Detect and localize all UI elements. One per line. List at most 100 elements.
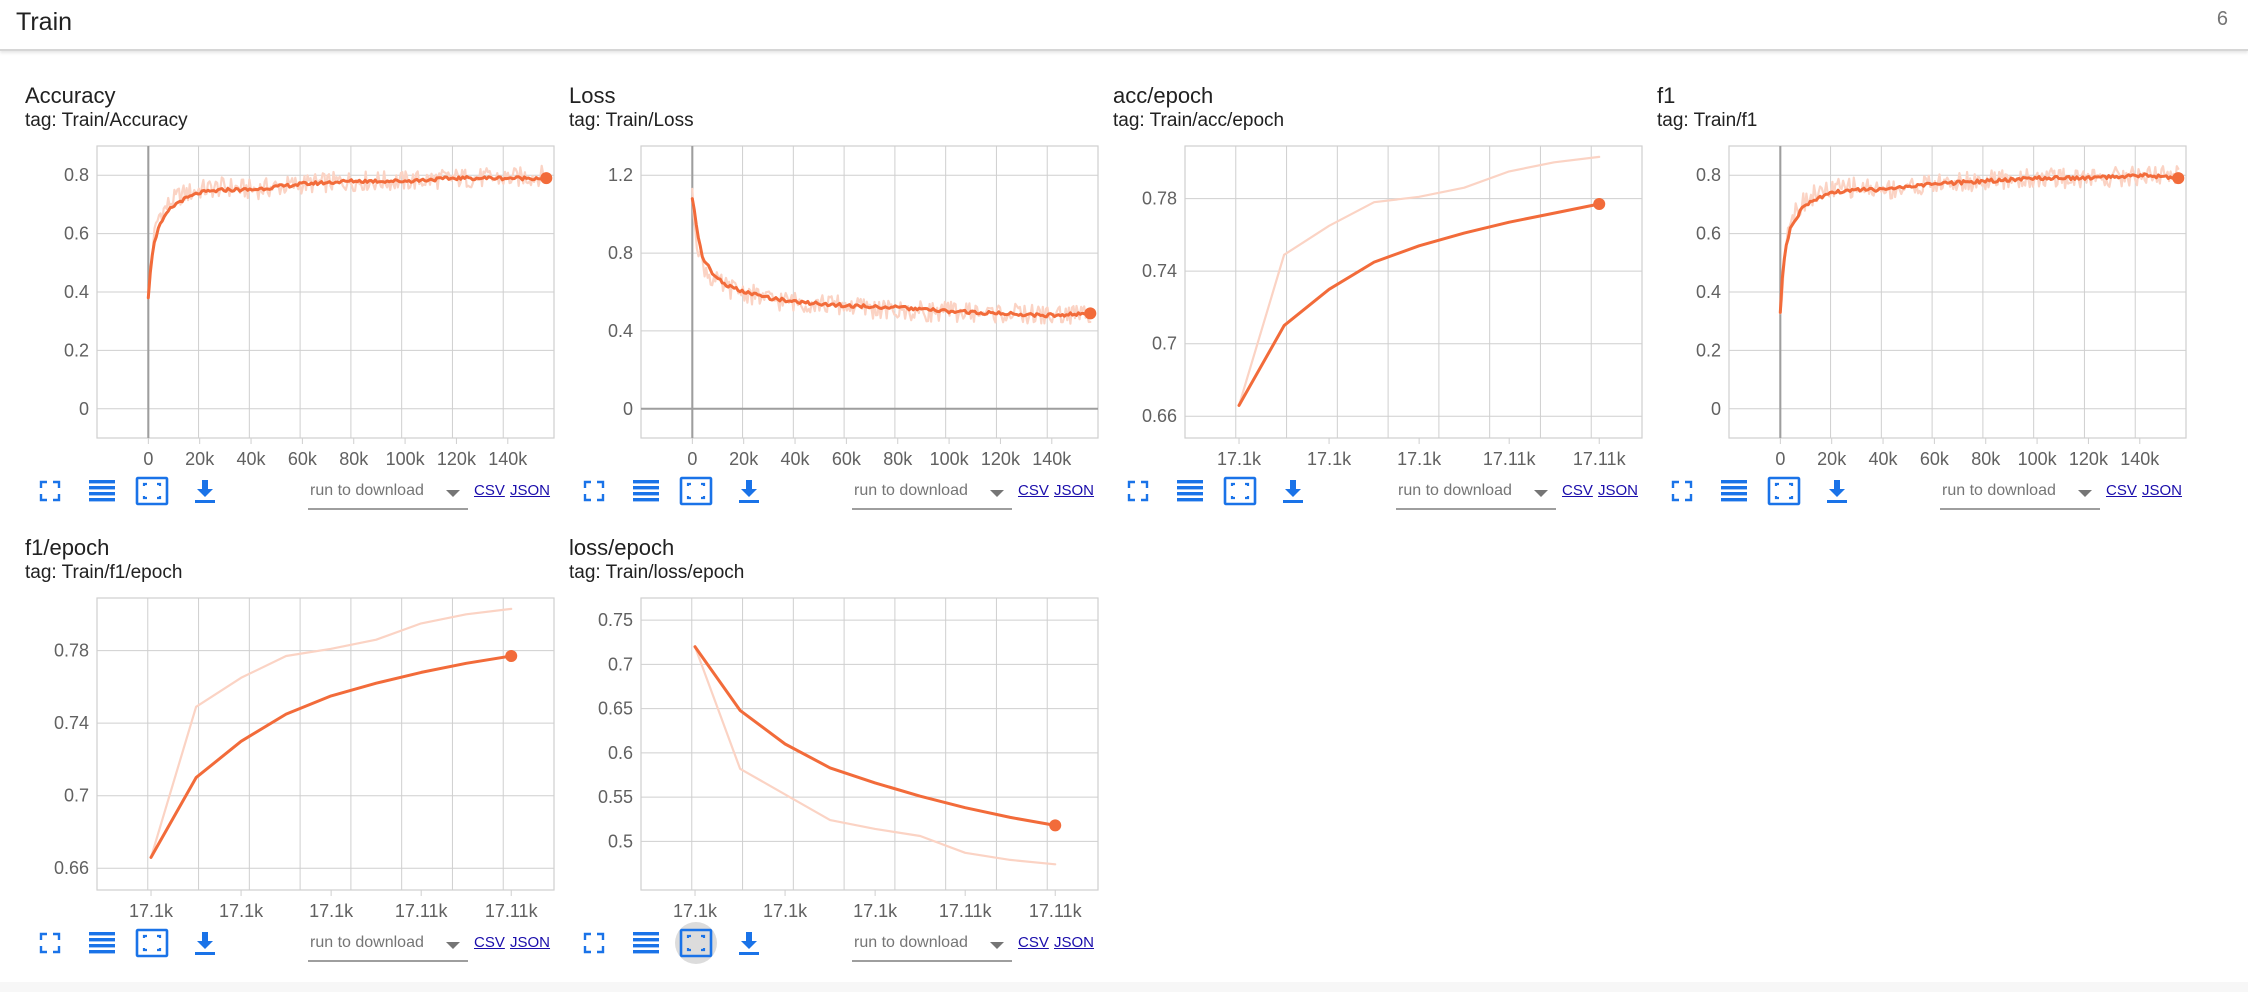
x-tick-label: 120k bbox=[437, 449, 477, 469]
y-tick-label: 0.74 bbox=[54, 713, 89, 733]
fit-domain-button[interactable] bbox=[131, 922, 173, 964]
run-to-download-select[interactable]: run to download bbox=[308, 478, 468, 510]
log-scale-button[interactable] bbox=[1713, 470, 1755, 512]
chart-grid bbox=[96, 597, 555, 896]
chart-title: loss/epoch bbox=[569, 535, 675, 560]
download-button[interactable] bbox=[728, 470, 770, 512]
run-to-download-select[interactable]: run to download bbox=[1396, 478, 1556, 510]
chevron-down-icon bbox=[446, 490, 460, 497]
x-tick-label: 80k bbox=[339, 449, 369, 469]
chart-toolbar: run to download CSV JSON bbox=[1088, 470, 1638, 520]
download-csv-link[interactable]: CSV bbox=[1018, 482, 1049, 499]
download-json-link[interactable]: JSON bbox=[1054, 934, 1095, 951]
y-tick-label: 0.75 bbox=[598, 610, 633, 630]
y-tick-label: 0.2 bbox=[1696, 340, 1721, 360]
x-tick-label: 20k bbox=[729, 449, 759, 469]
chart-card: f1 tag: Train/f1 0 0.2 0.4 0.6 0.8 0 20k 40k 60k 80… bbox=[1632, 0, 2187, 510]
fullscreen-button[interactable] bbox=[1661, 470, 1703, 512]
y-tick-label: 0.6 bbox=[64, 224, 89, 244]
download-button[interactable] bbox=[1272, 470, 1314, 512]
download-icon bbox=[192, 477, 218, 505]
log-scale-button[interactable] bbox=[1169, 470, 1211, 512]
log-scale-button[interactable] bbox=[81, 470, 123, 512]
fit-domain-icon bbox=[679, 928, 713, 958]
y-tick-label: 0.6 bbox=[1696, 224, 1721, 244]
log-scale-button[interactable] bbox=[625, 922, 667, 964]
y-tick-label: 0.6 bbox=[608, 743, 633, 763]
fit-domain-button[interactable] bbox=[1219, 470, 1261, 512]
y-tick-label: 0.78 bbox=[54, 641, 89, 661]
y-tick-label: 0.55 bbox=[598, 787, 633, 807]
chevron-down-icon bbox=[1534, 490, 1548, 497]
line-chart[interactable]: 0 0.4 0.8 1.2 0 20k 40k 60k 80k 100k 120k 140k bbox=[544, 0, 1104, 480]
run-to-download-select[interactable]: run to download bbox=[1940, 478, 2100, 510]
download-csv-link[interactable]: CSV bbox=[474, 482, 505, 499]
line-chart[interactable]: 0 0.2 0.4 0.6 0.8 0 20k 40k 60k 80k 100k 120k 140k bbox=[0, 0, 560, 480]
x-tick-label: 17.11k bbox=[1483, 449, 1537, 469]
log-scale-button[interactable] bbox=[81, 922, 123, 964]
series-endpoint-marker bbox=[1049, 819, 1062, 832]
fullscreen-button[interactable] bbox=[29, 470, 71, 512]
line-chart[interactable]: 0 0.2 0.4 0.6 0.8 0 20k 40k 60k 80k 100k 120k 140k bbox=[1632, 0, 2192, 480]
log-scale-button[interactable] bbox=[625, 470, 667, 512]
download-json-link[interactable]: JSON bbox=[1598, 482, 1639, 499]
x-tick-label: 120k bbox=[2069, 449, 2109, 469]
run-select-label: run to download bbox=[1942, 482, 2056, 499]
chart-card: Accuracy tag: Train/Accuracy 0 0.2 0.4 0.6 0.8… bbox=[0, 0, 555, 510]
download-button[interactable] bbox=[184, 470, 226, 512]
run-to-download-select[interactable]: run to download bbox=[852, 930, 1012, 962]
run-to-download-select[interactable]: run to download bbox=[852, 478, 1012, 510]
y-tick-label: 0.66 bbox=[1142, 406, 1177, 426]
x-tick-label: 17.1k bbox=[309, 901, 354, 921]
log-scale-icon bbox=[631, 477, 661, 505]
smoothed-series-line bbox=[690, 197, 1092, 319]
x-tick-label: 20k bbox=[1817, 449, 1847, 469]
fullscreen-button[interactable] bbox=[573, 922, 615, 964]
smoothed-series-line bbox=[1778, 172, 2180, 314]
download-json-link[interactable]: JSON bbox=[510, 482, 551, 499]
download-button[interactable] bbox=[184, 922, 226, 964]
smoothed-series-line bbox=[1237, 202, 1601, 407]
x-tick-label: 17.1k bbox=[1397, 449, 1442, 469]
y-tick-label: 0.7 bbox=[64, 786, 89, 806]
fullscreen-button[interactable] bbox=[1117, 470, 1159, 512]
chevron-down-icon bbox=[446, 942, 460, 949]
download-csv-link[interactable]: CSV bbox=[1562, 482, 1593, 499]
download-json-link[interactable]: JSON bbox=[1054, 482, 1095, 499]
download-csv-link[interactable]: CSV bbox=[2106, 482, 2137, 499]
smoothed-series-line bbox=[146, 175, 548, 300]
y-tick-label: 0.66 bbox=[54, 858, 89, 878]
chart-card: acc/epoch tag: Train/acc/epoch 0.66 0.7 0.74… bbox=[1088, 0, 1643, 510]
y-tick-label: 0 bbox=[79, 399, 89, 419]
fit-domain-icon bbox=[135, 928, 169, 958]
download-csv-link[interactable]: CSV bbox=[1018, 934, 1049, 951]
fit-domain-button[interactable] bbox=[1763, 470, 1805, 512]
chart-grid bbox=[640, 145, 1099, 444]
y-tick-label: 0 bbox=[623, 399, 633, 419]
fit-domain-button[interactable] bbox=[675, 922, 717, 964]
download-json-link[interactable]: JSON bbox=[2142, 482, 2183, 499]
fit-domain-button[interactable] bbox=[675, 470, 717, 512]
chevron-down-icon bbox=[990, 490, 1004, 497]
section-title: Train bbox=[16, 8, 73, 36]
fullscreen-icon bbox=[38, 479, 62, 503]
download-json-link[interactable]: JSON bbox=[510, 934, 551, 951]
download-button[interactable] bbox=[728, 922, 770, 964]
y-tick-label: 0.4 bbox=[608, 321, 633, 341]
raw-series-line bbox=[691, 187, 1092, 325]
run-to-download-select[interactable]: run to download bbox=[308, 930, 468, 962]
line-chart[interactable]: 0.66 0.7 0.74 0.78 17.1k 17.1k 17.1k 17.11k 17.1… bbox=[0, 452, 560, 932]
download-button[interactable] bbox=[1816, 470, 1858, 512]
fullscreen-button[interactable] bbox=[29, 922, 71, 964]
download-csv-link[interactable]: CSV bbox=[474, 934, 505, 951]
chart-toolbar: run to download CSV JSON bbox=[0, 470, 550, 520]
x-tick-label: 60k bbox=[832, 449, 862, 469]
chart-card: Loss tag: Train/Loss 0 0.4 0.8 1.2 0 20k 40k 60k 8… bbox=[544, 0, 1099, 510]
chart-tag: tag: Train/f1/epoch bbox=[25, 562, 183, 583]
line-chart[interactable]: 0.66 0.7 0.74 0.78 17.1k 17.1k 17.1k 17.11k 17.1… bbox=[1088, 0, 1648, 480]
chart-tag: tag: Train/Loss bbox=[569, 110, 694, 131]
fit-domain-button[interactable] bbox=[131, 470, 173, 512]
y-tick-label: 0.65 bbox=[598, 699, 633, 719]
fullscreen-button[interactable] bbox=[573, 470, 615, 512]
line-chart[interactable]: 0.5 0.55 0.6 0.65 0.7 0.75 17.1k 17.1k 17.1k 17.1… bbox=[544, 452, 1104, 932]
